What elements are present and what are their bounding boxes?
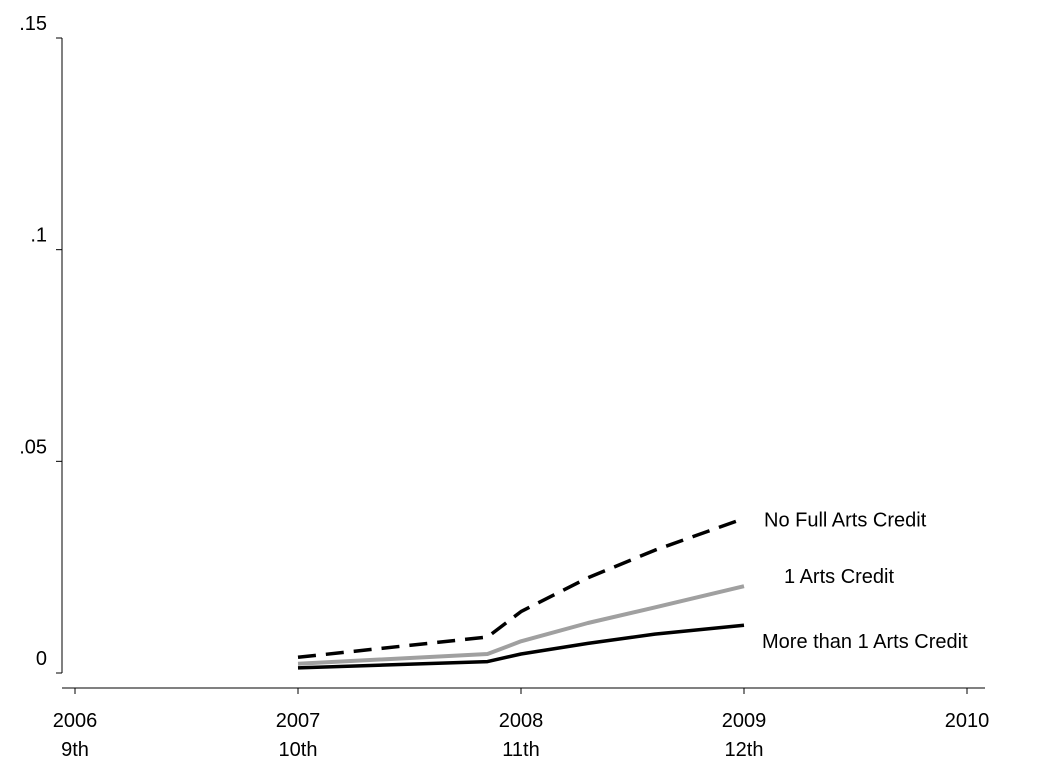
series-label-1: No Full Arts Credit [764,509,927,531]
y-tick-label: .15 [19,13,47,35]
series-label-3: More than 1 Arts Credit [762,631,968,653]
x-tick-label-year: 2009 [722,710,767,732]
x-tick-label-grade: 12th [725,739,764,761]
series-lines [297,516,745,670]
series-labels: No Full Arts Credit 1 Arts Credit More tha… [762,509,968,653]
series-line-3 [297,623,745,670]
x-tick-label-grade: 9th [61,739,89,761]
x-tick-label-grade: 11th [502,739,539,761]
series-line-2 [297,584,745,666]
y-tick-label: 0 [36,648,47,670]
x-tick-label-year: 2008 [499,710,544,732]
x-tick-label-year: 2007 [276,710,321,732]
y-tick-label: .05 [19,436,47,458]
series-label-2: 1 Arts Credit [784,566,894,588]
x-axis-ticks: 2006 9th 2007 10th 2008 11th 2009 12th 2010 [53,688,990,761]
x-tick-label-year: 2006 [53,710,98,732]
y-tick-label: .1 [30,225,47,247]
y-axis-ticks: 0 .05 .1 .15 [19,13,62,674]
series-line-1 [297,516,745,660]
x-tick-label-year: 2010 [945,710,990,732]
x-tick-label-grade: 10th [279,739,318,761]
